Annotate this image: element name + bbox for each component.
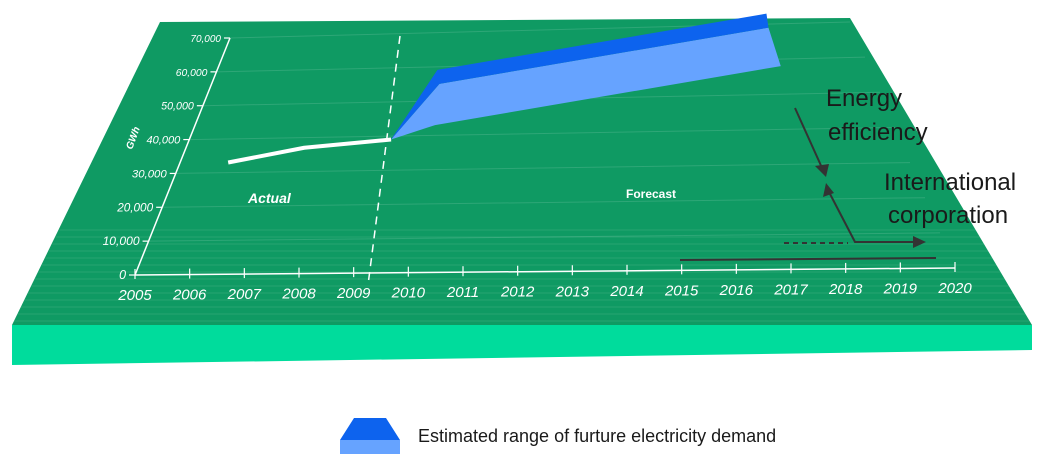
board-top	[12, 18, 1032, 325]
international-arrowhead-right	[913, 236, 926, 248]
x-axis	[134, 267, 956, 276]
x-tick-label: 2019	[883, 280, 918, 297]
forecast-range-band	[391, 13, 781, 140]
annotation-arrows	[679, 107, 937, 261]
legend: Estimated range of furture electricity d…	[340, 418, 776, 454]
region-label-actual: Actual	[247, 190, 292, 206]
gridline	[189, 126, 896, 141]
international-arrowhead-up	[823, 183, 834, 197]
x-tick-label: 2015	[664, 282, 699, 299]
x-tick-label: 2020	[937, 280, 972, 297]
gridline	[162, 197, 926, 208]
annotation-international-line1: International	[884, 169, 1016, 196]
baseline-line	[679, 257, 937, 261]
x-tick-label: 2011	[446, 284, 479, 301]
y-tick-label: 0	[119, 268, 126, 282]
y-tick-label: 50,000	[161, 101, 194, 113]
x-tick-label: 2007	[227, 286, 262, 303]
forecast-band-front	[391, 27, 781, 140]
gridline	[175, 162, 911, 174]
international-arrow	[828, 191, 918, 243]
legend-swatch-front	[340, 440, 400, 454]
series-group	[227, 137, 392, 165]
x-tick-label: 2017	[773, 281, 808, 298]
x-ticks: 2005 2006 2007 2008 2009 2010 2011 2012 2013 2014…	[117, 262, 972, 304]
x-tick-label: 2012	[500, 284, 535, 301]
y-tick-label: 10,000	[103, 234, 140, 248]
x-tick-label: 2005	[117, 287, 152, 304]
x-tick-label: 2010	[391, 285, 426, 302]
energy-efficiency-arrowhead	[815, 164, 829, 177]
annotation-international-line2: corporation	[888, 202, 1008, 229]
legend-swatch-top	[340, 418, 400, 440]
y-tick-label: 20,000	[116, 201, 153, 214]
x-tick-label: 2016	[719, 282, 754, 299]
forecast-band-top	[391, 13, 769, 140]
x-tick-label: 2006	[172, 287, 207, 304]
y-tick-label: 70,000	[190, 34, 221, 45]
board-front	[12, 325, 1032, 365]
region-label-forecast: Forecast	[626, 187, 676, 201]
energy-efficiency-arrow	[794, 107, 824, 171]
board-stripes	[14, 229, 1031, 322]
legend-label: Estimated range of furture electricity d…	[418, 425, 777, 446]
gridline	[148, 232, 941, 242]
x-tick-label: 2009	[336, 285, 371, 302]
annotation-energy-line1: Energy	[826, 85, 902, 112]
y-axis	[134, 37, 231, 276]
y-tick-label: 60,000	[176, 68, 208, 79]
legend-swatch	[340, 418, 400, 454]
annotation-energy-line2: efficiency	[828, 119, 928, 146]
y-tick-label: 30,000	[132, 168, 168, 180]
y-ticks: 0 10,000 20,000 30,000 40,000 50,000 60,000 70,…	[103, 34, 230, 282]
x-tick-label: 2014	[609, 283, 643, 300]
x-tick-label: 2018	[828, 281, 863, 298]
x-tick-label: 2008	[281, 286, 316, 303]
x-tick-label: 2013	[555, 283, 590, 300]
y-tick-label: 40,000	[146, 135, 181, 147]
